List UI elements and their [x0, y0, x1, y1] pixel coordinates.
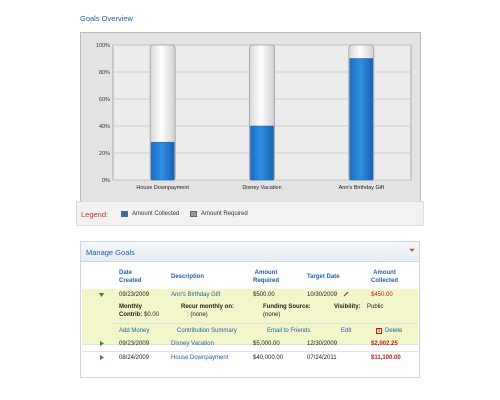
- selected-date: 09/23/2009: [119, 292, 150, 298]
- action-divider: [111, 323, 418, 324]
- expand-row-icon[interactable]: [100, 341, 104, 346]
- recur-label: Recur monthly on:: [181, 304, 235, 310]
- y-tick-label: 40%: [99, 124, 110, 130]
- legend-label-collected: Amount Collected: [132, 211, 180, 217]
- delete-icon[interactable]: x: [376, 328, 382, 334]
- row-collected: $2,002.25: [371, 341, 398, 347]
- selected-description[interactable]: Ann's Birthday Gift: [171, 292, 221, 298]
- x-tick-label: Disney Vacation: [242, 185, 281, 191]
- funding-value: (none): [263, 312, 281, 318]
- edit-date-pencil-icon[interactable]: [343, 291, 349, 297]
- row-collected: $11,100.00: [371, 355, 401, 361]
- y-tick-label: 60%: [99, 97, 110, 103]
- bar-collected: [349, 58, 374, 181]
- goals-chart-svg: 0% 20% 40% 60% 80% 100% House Downpayment Disne…: [96, 43, 412, 191]
- row-date: 08/24/2009: [119, 355, 150, 361]
- edit-link[interactable]: Edit: [341, 328, 352, 334]
- panel-header: Manage Goals: [81, 242, 419, 262]
- y-tick-label: 20%: [99, 151, 110, 157]
- y-tick-label: 80%: [99, 70, 110, 76]
- y-tick-label: 0%: [102, 178, 110, 184]
- row-required: $5,000.00: [253, 341, 280, 347]
- email-friends-link[interactable]: Email to Friends: [267, 328, 311, 334]
- col-target-date[interactable]: Target Date: [307, 274, 340, 280]
- chart-legend: Legend: Amount Collected Amount Required: [76, 201, 424, 226]
- legend-title: Legend:: [81, 210, 109, 219]
- collapse-icon[interactable]: [409, 248, 415, 252]
- row-target: 07/24/2011: [307, 355, 337, 361]
- selected-collected: $450.00: [371, 292, 393, 298]
- col-date-created[interactable]: Date Created: [119, 270, 142, 284]
- col-description[interactable]: Description: [171, 274, 205, 280]
- contribution-summary-link[interactable]: Contribution Summary: [177, 328, 237, 334]
- col-amount-collected[interactable]: Amount Collected: [371, 270, 399, 284]
- x-tick-label: House Downpayment: [136, 185, 189, 191]
- collapse-row-icon[interactable]: [99, 293, 104, 297]
- legend-swatch-collected: [121, 211, 128, 217]
- row-date: 09/23/2009: [119, 341, 150, 347]
- row-description[interactable]: House Downpayment: [171, 355, 229, 361]
- recur-value: : (none): [187, 312, 208, 318]
- row-target: 12/30/2009: [307, 341, 338, 347]
- row-required: $40,000.00: [253, 355, 284, 361]
- row-description[interactable]: Disney Vacation: [171, 341, 214, 347]
- legend-label-required: Amount Required: [201, 211, 248, 217]
- manage-goals-panel: Manage Goals Date Created Description Am…: [80, 241, 420, 378]
- selected-target: 10/30/2009: [307, 292, 338, 298]
- contrib-value: $0.00: [144, 312, 160, 318]
- visibility-label: Visibility:: [334, 304, 361, 310]
- funding-label: Funding Source:: [263, 304, 311, 310]
- panel-title: Manage Goals: [86, 248, 135, 257]
- bar-collected: [250, 125, 274, 181]
- goals-chart: 0% 20% 40% 60% 80% 100% House Downpayment Disne…: [80, 32, 421, 202]
- visibility-value: Public: [367, 304, 384, 310]
- row-divider: [82, 351, 418, 352]
- delete-link[interactable]: Delete: [385, 328, 403, 334]
- y-tick-label: 100%: [96, 43, 110, 49]
- selected-goal-row[interactable]: [82, 289, 418, 344]
- expand-row-icon[interactable]: [100, 355, 104, 360]
- contrib-label: Contrib:: [119, 312, 143, 318]
- x-tick-label: Ann's Birthday Gift: [339, 185, 385, 191]
- add-money-link[interactable]: Add Money: [119, 328, 150, 334]
- col-amount-required[interactable]: Amount Required: [253, 270, 280, 284]
- bar-collected: [150, 141, 175, 181]
- page-title: Goals Overview: [80, 14, 133, 23]
- monthly-label: Monthly: [119, 304, 142, 310]
- selected-required: $500.00: [253, 292, 275, 298]
- row-divider: [82, 344, 418, 345]
- legend-swatch-required: [190, 211, 197, 217]
